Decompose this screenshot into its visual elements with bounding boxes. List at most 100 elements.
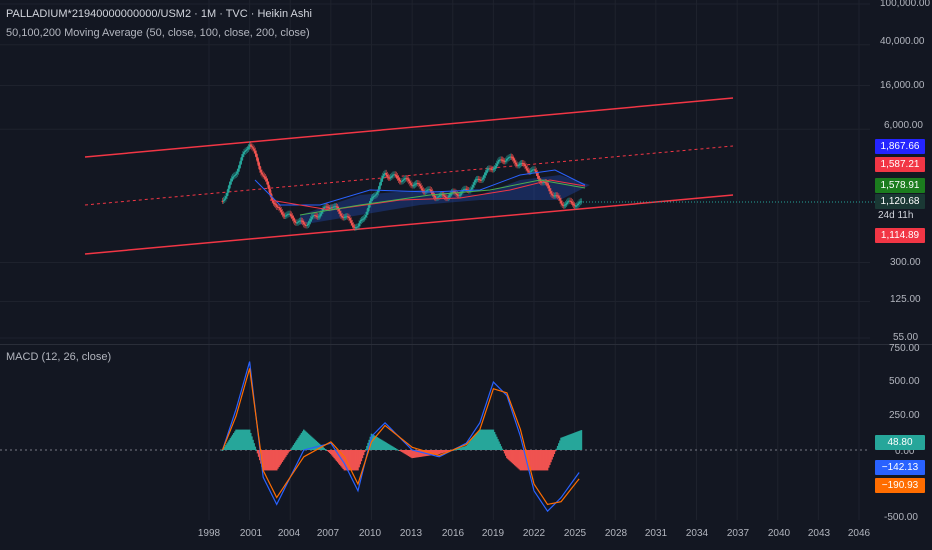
macd-histogram-bar	[529, 450, 532, 471]
macd-histogram-bar	[249, 433, 252, 450]
macd-histogram-bar	[436, 450, 438, 455]
price-candle	[522, 163, 525, 165]
macd-histogram-bar	[286, 450, 288, 456]
macd-histogram-bar	[508, 450, 510, 461]
price-candle	[323, 207, 326, 209]
price-candle	[280, 209, 283, 213]
price-candle	[562, 204, 565, 206]
price-candle	[356, 226, 359, 228]
moving-average-legend[interactable]: 50,100,200 Moving Average (50, close, 10…	[6, 27, 310, 39]
price-candle	[578, 202, 581, 204]
price-candle	[263, 175, 266, 177]
macd-histogram-bar	[517, 450, 520, 469]
macd-histogram-bar	[489, 429, 491, 450]
price-candle	[279, 208, 282, 210]
price-candle	[566, 201, 569, 203]
macd-histogram-bar	[284, 450, 287, 457]
price-candle	[474, 180, 477, 183]
macd-histogram-bar	[556, 445, 559, 450]
macd-histogram-bar	[488, 429, 490, 450]
price-candle	[382, 173, 385, 176]
price-candle	[546, 183, 549, 186]
symbol-title[interactable]: PALLADIUM*21940000000000/USM2 · 1M · TVC…	[6, 8, 312, 20]
macd-histogram-bar	[459, 447, 462, 450]
macd-histogram-bar	[526, 450, 529, 471]
price-candle	[491, 169, 494, 171]
price-candle	[282, 214, 285, 216]
macd-histogram-bar	[551, 450, 553, 460]
price-candle	[238, 164, 241, 169]
macd-histogram-bar	[289, 450, 292, 451]
price-candle	[482, 177, 485, 180]
price-candle	[501, 159, 504, 161]
price-candle	[437, 196, 440, 198]
macd-histogram-bar	[268, 450, 270, 471]
price-candle	[342, 217, 345, 219]
price-candle	[481, 179, 484, 181]
price-candle	[535, 170, 538, 174]
macd-histogram-bar	[312, 437, 314, 450]
price-candle	[349, 218, 352, 221]
pane-separator[interactable]	[0, 344, 932, 345]
price-candle	[284, 215, 287, 217]
price-candle	[262, 174, 265, 176]
macd-histogram-bar	[477, 430, 480, 450]
price-candle	[476, 178, 479, 180]
macd-histogram-bar	[233, 433, 235, 450]
price-candle	[261, 172, 264, 175]
macd-histogram-bar	[350, 450, 352, 471]
macd-histogram-bar	[520, 450, 523, 471]
price-candle	[525, 166, 528, 169]
price-candle	[333, 206, 336, 208]
macd-histogram-bar	[282, 450, 285, 461]
price-candle	[354, 227, 357, 229]
macd-histogram-bar	[413, 450, 416, 458]
price-candle	[336, 207, 339, 209]
macd-histogram-bar	[253, 443, 255, 450]
macd-legend[interactable]: MACD (12, 26, close)	[6, 351, 112, 363]
macd-histogram-bar	[244, 429, 246, 450]
price-candle	[337, 208, 340, 212]
price-candle	[523, 164, 526, 167]
price-candle	[386, 174, 389, 177]
price-candle	[519, 163, 522, 165]
macd-histogram-bar	[376, 437, 378, 450]
macd-histogram-bar	[325, 450, 328, 451]
price-candle	[569, 200, 572, 202]
macd-histogram-bar	[547, 450, 550, 468]
price-candle	[560, 200, 563, 204]
price-candle	[504, 160, 507, 162]
macd-histogram-bar	[512, 450, 515, 465]
price-candle	[369, 200, 372, 205]
price-candle	[314, 215, 317, 217]
price-candle	[276, 206, 279, 208]
macd-histogram-bar	[386, 443, 389, 450]
macd-histogram-bar	[271, 450, 273, 471]
macd-histogram-bar	[323, 447, 325, 450]
price-candle	[358, 223, 361, 227]
price-candle	[409, 183, 412, 185]
macd-histogram-bar	[464, 446, 466, 450]
macd-histogram-bar	[418, 450, 420, 458]
price-candle	[353, 226, 356, 228]
time-tick: 2040	[767, 528, 791, 539]
price-candle	[561, 203, 564, 205]
last-price-badge: 1,120.68	[875, 194, 925, 209]
price-candle	[273, 202, 276, 205]
macd-histogram-badge: 48.80	[875, 435, 925, 450]
macd-histogram-bar	[542, 450, 544, 471]
price-candle	[468, 190, 471, 192]
macd-histogram-bar	[444, 450, 446, 453]
price-candle	[334, 206, 337, 208]
price-candle	[539, 180, 542, 183]
price-candle	[252, 147, 255, 149]
price-candle	[332, 206, 335, 208]
macd-histogram-bar	[458, 447, 461, 450]
macd-histogram-bar	[393, 447, 395, 450]
macd-histogram-bar	[309, 435, 312, 450]
price-candle	[286, 213, 289, 215]
macd-histogram-bar	[507, 450, 509, 460]
macd-histogram-bar	[523, 450, 525, 471]
price-candle	[222, 199, 225, 201]
